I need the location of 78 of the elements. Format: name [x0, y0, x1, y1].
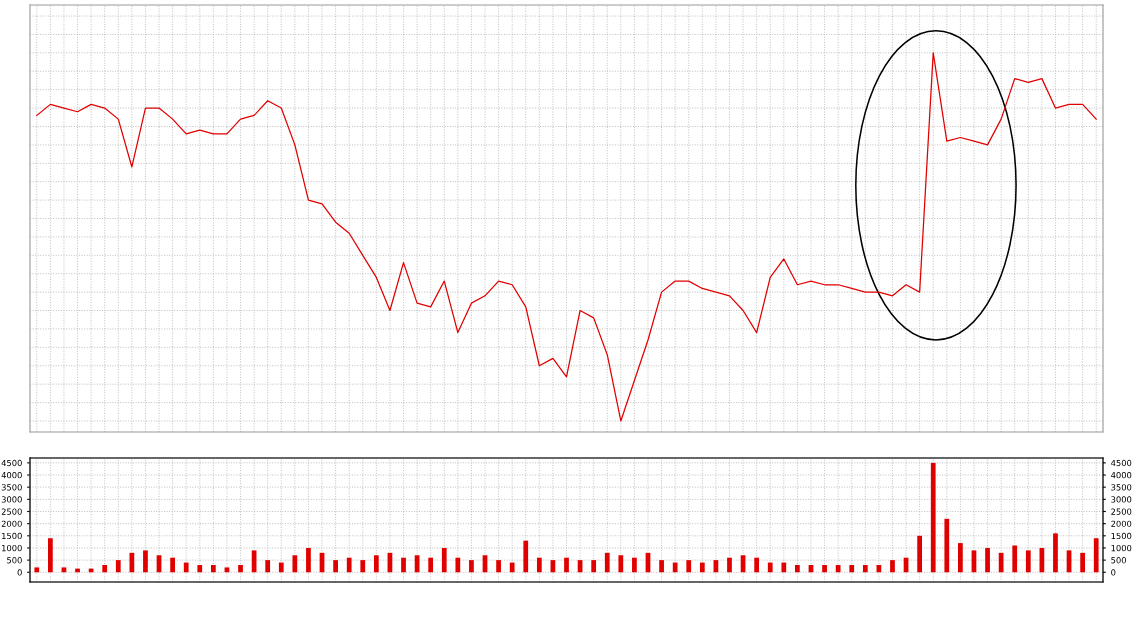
y2-tick-label: 3000 [1111, 496, 1132, 503]
bar [496, 560, 501, 573]
bar [862, 564, 868, 573]
y-tick-label: 3500 [1, 484, 22, 491]
bar [48, 538, 53, 573]
y-tick-label: 500 [7, 557, 22, 564]
bar [632, 557, 637, 573]
bar [102, 564, 108, 573]
y2-tick-label: 2500 [1111, 508, 1132, 515]
bar [1025, 550, 1031, 573]
y-tick-label: 2000 [1, 520, 22, 527]
bar [1093, 538, 1099, 573]
bar [699, 562, 705, 573]
y2-tick-label: 4000 [1111, 472, 1132, 479]
bar [564, 557, 569, 573]
y-tick-label: 4000 [1, 472, 22, 479]
bar [509, 562, 515, 573]
y-tick-label: 3000 [1, 496, 22, 503]
y2-tick-label: 4500 [1111, 459, 1132, 467]
bar [1053, 533, 1058, 573]
bar [618, 555, 624, 573]
bar [767, 562, 773, 573]
bar [428, 557, 434, 573]
bar [958, 543, 963, 573]
bar [197, 564, 203, 573]
y-tick-label: 2500 [1, 508, 22, 515]
y-tick-label: 0 [17, 569, 22, 576]
y2-tick-label: 2000 [1111, 520, 1132, 527]
bar [727, 557, 732, 573]
bar [835, 564, 841, 573]
y-tick-label: 1500 [2, 532, 22, 540]
bar [985, 547, 990, 573]
bar [672, 562, 678, 573]
bar [890, 560, 895, 573]
bar [604, 552, 610, 573]
bar [183, 562, 189, 573]
bar [170, 557, 175, 573]
bar [659, 560, 664, 573]
bar [292, 555, 298, 573]
y-tick-label: 1000 [2, 544, 22, 552]
y2-tick-label: 0 [1111, 569, 1116, 576]
bar [441, 547, 447, 573]
y-tick-label: 4500 [1, 459, 22, 467]
y2-tick-label: 500 [1111, 557, 1126, 564]
bar [591, 560, 597, 573]
bar [536, 557, 542, 573]
bar [360, 560, 366, 573]
bar [210, 564, 216, 573]
bar [998, 552, 1004, 573]
y2-tick-label: 1500 [1111, 532, 1132, 540]
bar [373, 555, 379, 573]
bar [34, 567, 40, 573]
bar [795, 564, 800, 573]
bar [129, 552, 135, 573]
bar [754, 557, 760, 573]
bar [115, 560, 121, 573]
bar [944, 518, 950, 573]
y2-tick-label: 3500 [1111, 484, 1132, 491]
bar [278, 562, 284, 573]
bar [306, 547, 311, 573]
bar [917, 535, 923, 573]
bar [401, 557, 406, 573]
y2-tick-label: 1000 [1111, 544, 1132, 552]
bar [849, 564, 855, 573]
bar [238, 564, 243, 573]
bar [523, 540, 529, 573]
bar [781, 562, 787, 573]
bar [1080, 552, 1085, 573]
bar [469, 560, 474, 573]
bar [930, 462, 936, 573]
bar [143, 550, 148, 573]
bar [822, 564, 827, 573]
bar [455, 557, 461, 573]
bar [265, 560, 271, 573]
bar [346, 557, 352, 573]
bar [1012, 545, 1018, 573]
bar [333, 560, 338, 573]
bar [686, 560, 692, 573]
